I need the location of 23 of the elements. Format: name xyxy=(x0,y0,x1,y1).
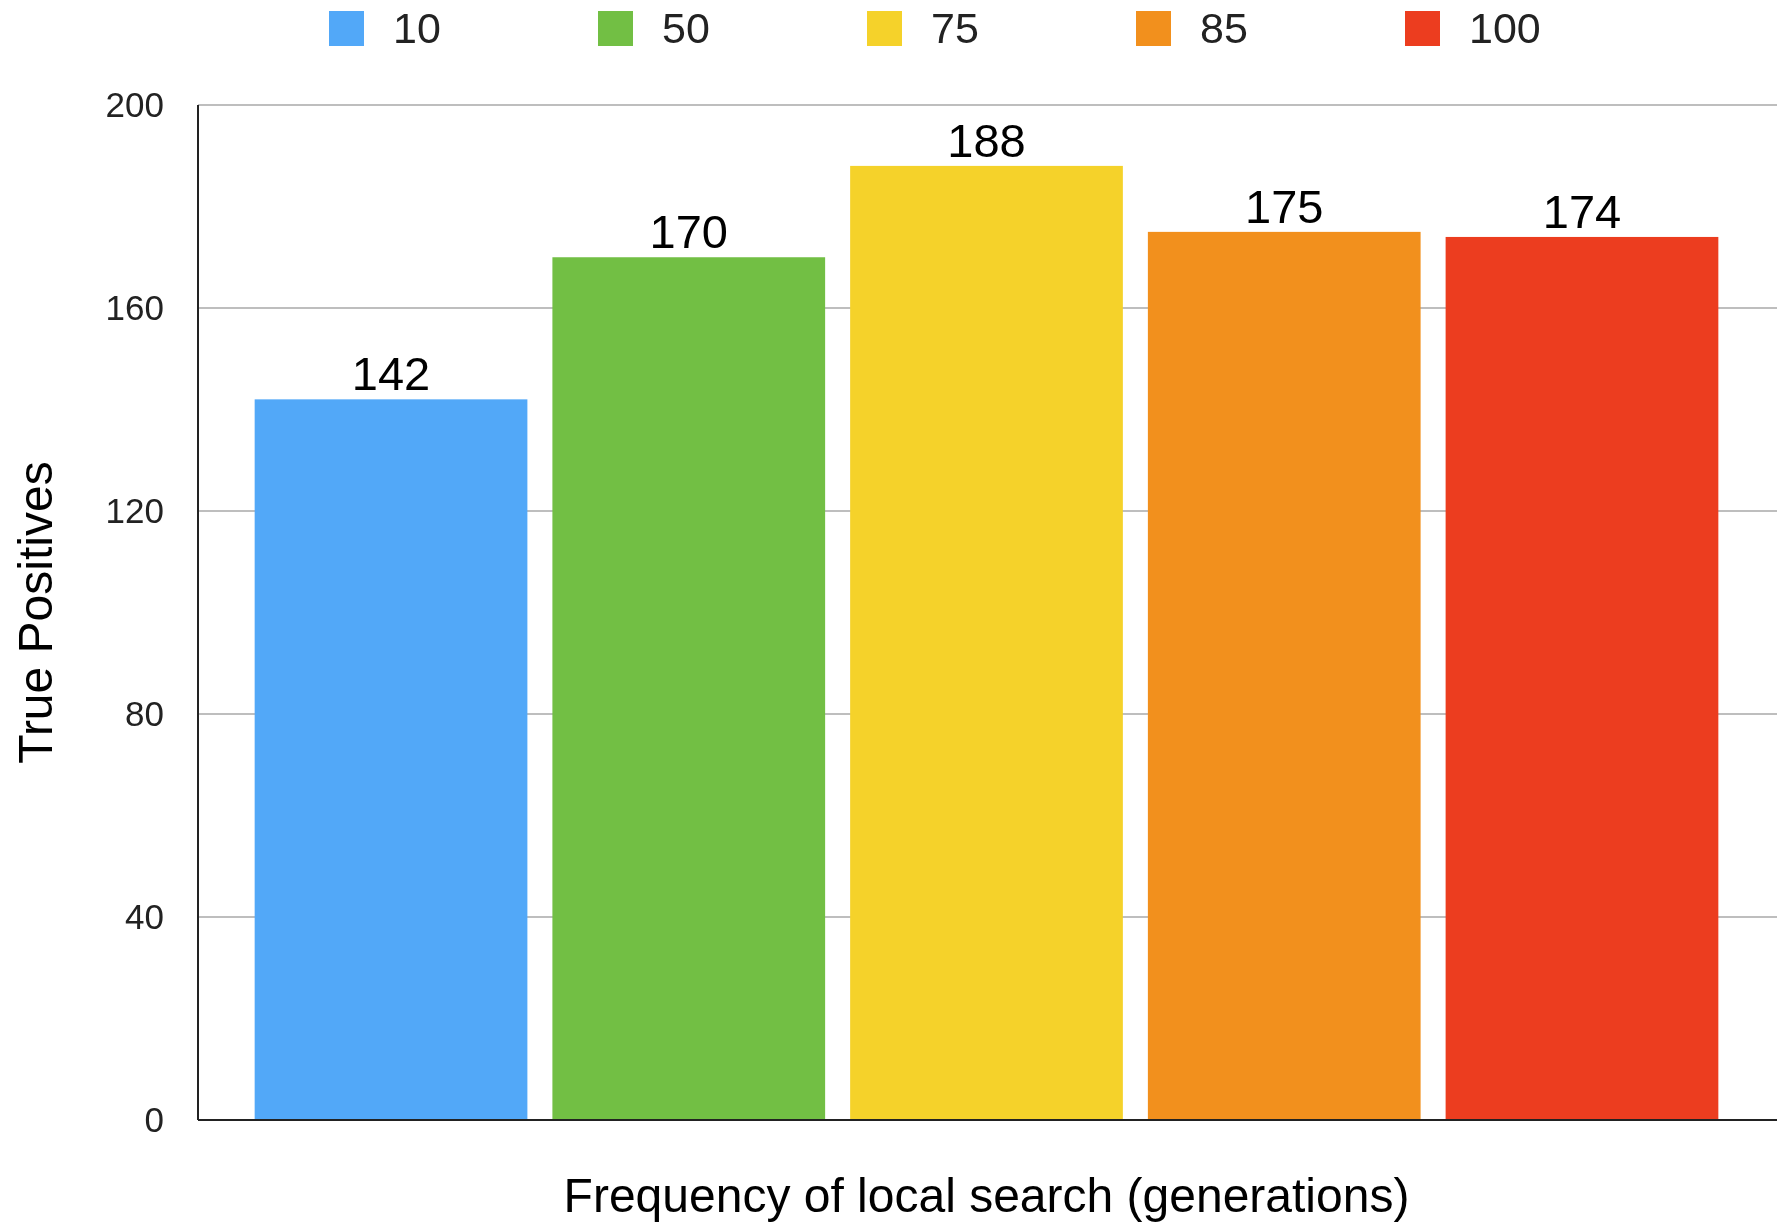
legend-label: 85 xyxy=(1200,4,1248,53)
data-label: 175 xyxy=(1245,179,1324,233)
legend-label: 50 xyxy=(662,4,710,53)
legend-label: 100 xyxy=(1469,4,1541,53)
y-tick-label: 160 xyxy=(105,288,164,328)
bar xyxy=(1445,236,1719,1120)
data-label: 142 xyxy=(351,347,431,401)
y-tick-label: 80 xyxy=(125,694,164,734)
bar xyxy=(254,399,528,1120)
data-label: 188 xyxy=(947,113,1026,167)
y-tick-label: 40 xyxy=(125,897,164,937)
y-tick-label: 200 xyxy=(105,85,164,125)
x-axis-title: Frequency of local search (generations) xyxy=(563,1169,1410,1222)
bar xyxy=(850,165,1123,1120)
legend-label: 75 xyxy=(931,4,979,53)
bar xyxy=(552,257,826,1120)
data-label: 170 xyxy=(649,205,728,259)
data-label: 174 xyxy=(1542,184,1622,238)
y-tick-label: 120 xyxy=(105,491,164,531)
y-axis-title: True Positives xyxy=(9,461,62,764)
legend-label: 10 xyxy=(393,4,441,53)
y-tick-label: 0 xyxy=(144,1100,164,1140)
bar xyxy=(1147,231,1421,1120)
